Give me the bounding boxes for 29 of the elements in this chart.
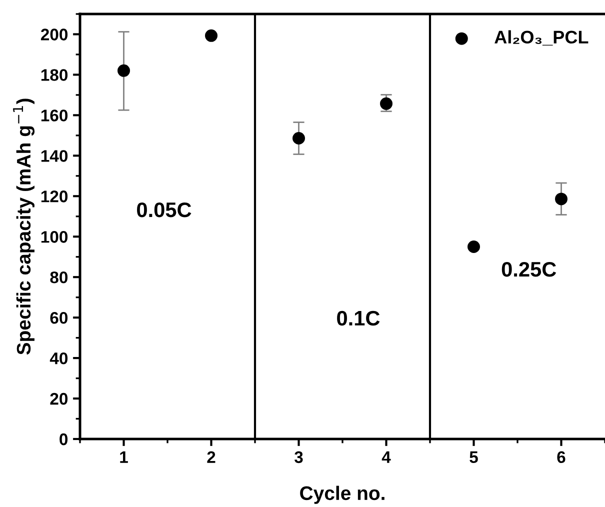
annotation: 0.1C: [337, 310, 380, 326]
y-tick-label: 80: [50, 271, 68, 284]
point: [380, 97, 392, 110]
y-tick-label: 40: [50, 352, 68, 364]
y-tick-label: 160: [41, 110, 68, 122]
x-tick-label: 1: [120, 451, 128, 463]
y-tick-label: 100: [41, 231, 68, 243]
x-tick-label: 5: [470, 451, 478, 464]
legend-label: Al₂O₃_PCL: [494, 30, 588, 46]
point: [468, 240, 480, 253]
x-tick-label: 6: [557, 451, 566, 464]
annotation: 0.05C: [137, 202, 192, 218]
y-tick-label: 200: [40, 28, 68, 40]
y-tick-label: 120: [41, 190, 68, 202]
annotation: 0.25C: [502, 262, 556, 277]
y-tick-label: 60: [50, 312, 68, 324]
point: [118, 64, 130, 77]
point: [205, 29, 218, 42]
y-axis-title: Specific capacity (mAh g$^{−1}$): [13, 98, 35, 355]
point: [292, 132, 305, 145]
x-axis-title: Cycle no.: [300, 486, 384, 504]
y-tick-label: 180: [41, 69, 68, 81]
y-tick-label: 20: [50, 392, 68, 405]
y-tick-label: 0: [60, 433, 68, 446]
point: [555, 192, 568, 206]
x-tick-label: 4: [382, 451, 391, 463]
x-tick-label: 3: [294, 451, 303, 464]
x-tick-label: 2: [207, 451, 216, 463]
y-tick-label: 140: [41, 150, 68, 162]
